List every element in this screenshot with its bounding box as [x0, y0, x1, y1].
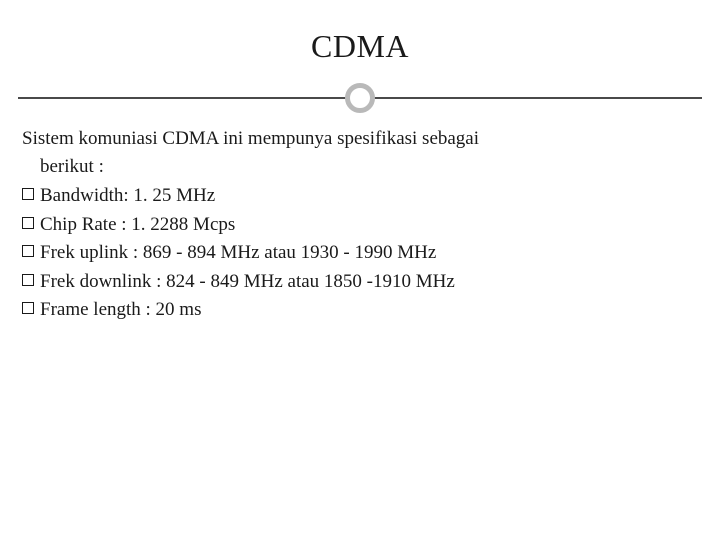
list-item-text: Bandwidth: 1. 25 MHz	[40, 182, 692, 210]
title-divider	[0, 79, 720, 119]
checkbox-icon	[22, 217, 34, 229]
list-item: Bandwidth: 1. 25 MHz	[22, 182, 692, 210]
list-item-text: Frame length : 20 ms	[40, 296, 692, 324]
checkbox-icon	[22, 274, 34, 286]
checkbox-icon	[22, 302, 34, 314]
list-item: Frek uplink : 869 - 894 MHz atau 1930 - …	[22, 239, 692, 267]
title-area: CDMA	[0, 0, 720, 73]
checkbox-icon	[22, 245, 34, 257]
checkbox-icon	[22, 188, 34, 200]
content-area: Sistem komuniasi CDMA ini mempunya spesi…	[0, 119, 720, 324]
list-item-text: Chip Rate : 1. 2288 Mcps	[40, 211, 692, 239]
divider-circle-icon	[345, 83, 375, 113]
slide-title: CDMA	[0, 28, 720, 65]
spec-list: Bandwidth: 1. 25 MHz Chip Rate : 1. 2288…	[22, 182, 692, 324]
list-item-text: Frek uplink : 869 - 894 MHz atau 1930 - …	[40, 239, 692, 267]
intro-text: Sistem komuniasi CDMA ini mempunya spesi…	[22, 125, 692, 180]
list-item: Frek downlink : 824 - 849 MHz atau 1850 …	[22, 268, 692, 296]
intro-line-1: Sistem komuniasi CDMA ini mempunya spesi…	[22, 125, 692, 153]
list-item: Chip Rate : 1. 2288 Mcps	[22, 211, 692, 239]
slide-container: CDMA Sistem komuniasi CDMA ini mempunya …	[0, 0, 720, 540]
list-item-text: Frek downlink : 824 - 849 MHz atau 1850 …	[40, 268, 692, 296]
list-item: Frame length : 20 ms	[22, 296, 692, 324]
intro-line-2: berikut :	[22, 153, 692, 181]
